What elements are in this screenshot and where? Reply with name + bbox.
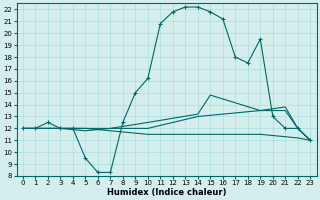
X-axis label: Humidex (Indice chaleur): Humidex (Indice chaleur) <box>107 188 226 197</box>
